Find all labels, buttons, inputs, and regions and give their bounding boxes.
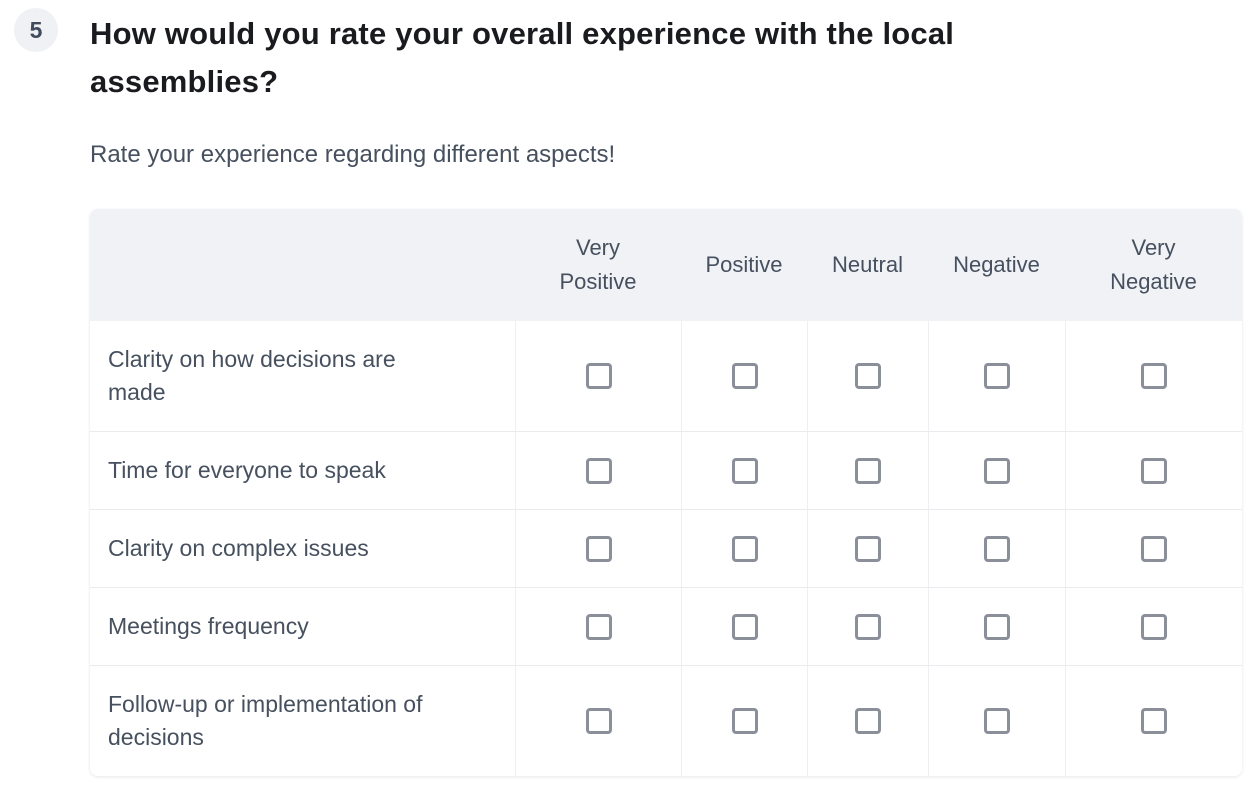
matrix-row-follow-up: Follow-up or implementation of decisions [90, 665, 1242, 776]
row-label: Time for everyone to speak [108, 457, 386, 483]
matrix-row-meetings-frequency: Meetings frequency [90, 587, 1242, 665]
matrix-cell[interactable] [681, 588, 807, 665]
matrix-cell[interactable] [928, 321, 1065, 431]
checkbox[interactable] [1141, 457, 1167, 484]
checkbox[interactable] [855, 613, 881, 640]
matrix-cell[interactable] [807, 666, 928, 776]
checkbox[interactable] [585, 457, 612, 484]
checkbox[interactable] [1141, 535, 1167, 562]
row-label: Clarity on complex issues [108, 535, 369, 561]
matrix-cell[interactable] [515, 510, 681, 587]
column-header-neutral: Neutral [832, 252, 903, 277]
matrix-cell[interactable] [928, 432, 1065, 509]
checkbox[interactable] [1141, 613, 1167, 640]
checkbox[interactable] [585, 535, 612, 562]
matrix-cell[interactable] [515, 588, 681, 665]
checkbox[interactable] [984, 613, 1010, 640]
question-block: How would you rate your overall experien… [90, 10, 1242, 776]
column-header-negative: Negative [953, 252, 1040, 277]
row-label: Meetings frequency [108, 613, 309, 639]
matrix-cell[interactable] [928, 588, 1065, 665]
question-subtitle: Rate your experience regarding different… [90, 141, 616, 168]
matrix-cell[interactable] [928, 510, 1065, 587]
checkbox[interactable] [984, 363, 1010, 389]
matrix-corner-cell [90, 209, 515, 321]
matrix-cell[interactable] [681, 510, 807, 587]
matrix-row-time-to-speak: Time for everyone to speak [90, 431, 1242, 509]
checkbox[interactable] [731, 363, 758, 389]
column-header-positive: Positive [705, 252, 783, 277]
matrix-cell[interactable] [1065, 588, 1242, 665]
checkbox[interactable] [984, 457, 1010, 484]
matrix-cell[interactable] [681, 321, 807, 431]
row-label: Follow-up or implementation of decisions [108, 691, 423, 750]
matrix-cell[interactable] [807, 588, 928, 665]
question-number: 5 [29, 16, 43, 43]
checkbox[interactable] [855, 535, 881, 562]
rating-matrix-table: Very Positive Positive Neutral Negative … [90, 209, 1242, 776]
matrix-cell[interactable] [515, 321, 681, 431]
matrix-cell[interactable] [928, 666, 1065, 776]
matrix-cell[interactable] [515, 432, 681, 509]
checkbox[interactable] [585, 613, 612, 640]
checkbox[interactable] [585, 363, 612, 389]
checkbox[interactable] [1141, 708, 1167, 734]
matrix-row-clarity-decisions: Clarity on how decisions are made [90, 321, 1242, 431]
checkbox[interactable] [984, 708, 1010, 734]
matrix-cell[interactable] [515, 666, 681, 776]
matrix-cell[interactable] [807, 510, 928, 587]
matrix-cell[interactable] [807, 432, 928, 509]
matrix-cell[interactable] [681, 666, 807, 776]
matrix-cell[interactable] [681, 432, 807, 509]
checkbox[interactable] [731, 613, 758, 640]
checkbox[interactable] [731, 708, 758, 734]
matrix-row-complex-issues: Clarity on complex issues [90, 509, 1242, 587]
matrix-cell[interactable] [1065, 666, 1242, 776]
matrix-cell[interactable] [1065, 510, 1242, 587]
checkbox[interactable] [585, 708, 612, 734]
matrix-cell[interactable] [1065, 321, 1242, 431]
column-header-very-negative: Very Negative [1110, 235, 1197, 294]
checkbox[interactable] [731, 535, 758, 562]
question-number-badge: 5 [14, 8, 58, 52]
checkbox[interactable] [855, 363, 881, 389]
checkbox[interactable] [855, 457, 881, 484]
checkbox[interactable] [731, 457, 758, 484]
matrix-cell[interactable] [1065, 432, 1242, 509]
checkbox[interactable] [855, 708, 881, 734]
matrix-cell[interactable] [807, 321, 928, 431]
checkbox[interactable] [984, 535, 1010, 562]
column-header-very-positive: Very Positive [559, 235, 637, 294]
row-label: Clarity on how decisions are made [108, 346, 396, 405]
question-title: How would you rate your overall experien… [90, 16, 955, 99]
checkbox[interactable] [1141, 363, 1167, 389]
matrix-header-row: Very Positive Positive Neutral Negative … [90, 209, 1242, 321]
